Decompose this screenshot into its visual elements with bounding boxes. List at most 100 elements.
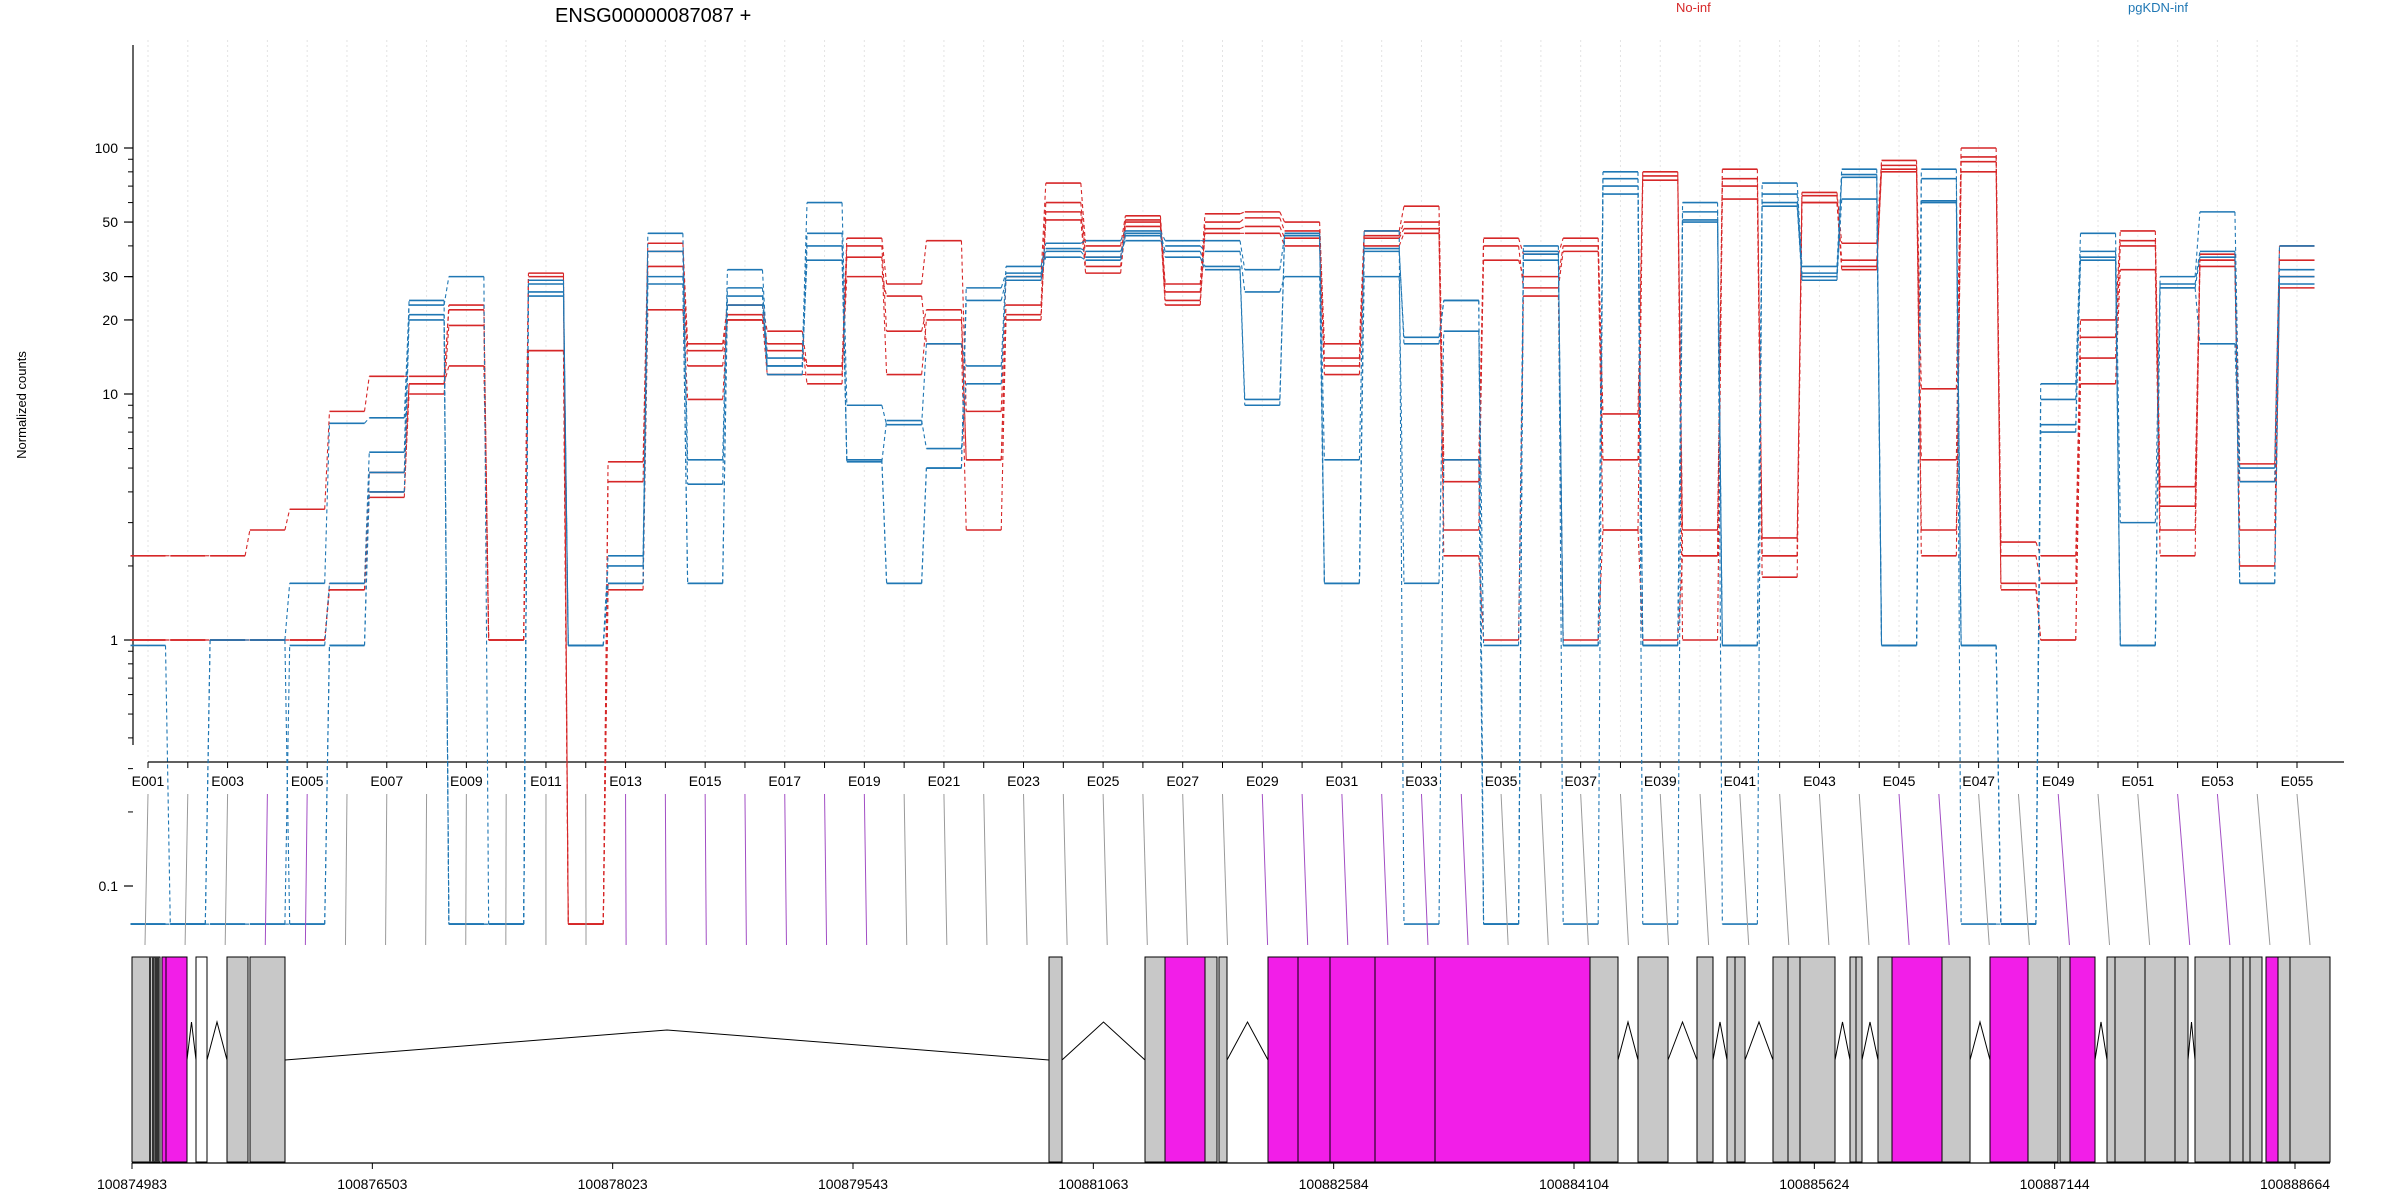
exon-box: [1434, 956, 1591, 1163]
series-connector: [562, 350, 569, 925]
exon-connector: [1619, 793, 1629, 946]
series-connector: [2075, 260, 2082, 433]
series-connector: [921, 319, 927, 375]
series-connector: [1557, 245, 1564, 277]
exon-box: [131, 956, 151, 1163]
series-connector: [1955, 161, 1962, 531]
series-connector: [761, 319, 768, 375]
series-connector: [1199, 233, 1206, 306]
series-connector: [1120, 240, 1126, 252]
intron-line: [1226, 1020, 1269, 1061]
exon-connector: [264, 793, 268, 946]
series-connector: [801, 260, 808, 366]
series-lines: [130, 147, 2315, 925]
series-connector: [1995, 161, 2002, 584]
series-connector: [324, 423, 331, 584]
series-connector: [1000, 266, 1007, 366]
series-connector: [881, 245, 888, 332]
series-connector: [1040, 243, 1047, 267]
x-tick-label: E019: [848, 773, 881, 789]
series-connector: [1000, 272, 1007, 289]
legend-entry-no-inf: No-inf: [1676, 0, 1711, 15]
exon-connector: [1381, 793, 1389, 946]
exon-box: [1204, 956, 1218, 1163]
series-connector: [2035, 541, 2042, 556]
series-connector: [284, 583, 291, 641]
exon-connector: [784, 793, 787, 946]
intron-line: [1667, 1020, 1698, 1061]
exon-connector: [625, 793, 627, 946]
series-connector: [363, 452, 370, 584]
y-tick-label: 10: [102, 386, 118, 402]
exon-box: [1849, 956, 1857, 1163]
genomic-tick-label: 100876503: [337, 1176, 407, 1192]
series-connector: [1557, 238, 1564, 255]
x-tick-label: E045: [1883, 773, 1916, 789]
series-connector: [1717, 199, 1723, 556]
exon-box: [1696, 956, 1714, 1163]
series-connector: [1398, 206, 1405, 232]
series-connector: [1080, 202, 1087, 258]
series-connector: [1677, 222, 1684, 646]
exon-connector: [1182, 793, 1188, 946]
exon-box: [249, 956, 286, 1163]
series-connector: [2114, 245, 2121, 359]
series-connector: [602, 583, 609, 646]
series-7: [130, 193, 2315, 925]
series-3: [130, 171, 2315, 925]
series-connector: [642, 251, 649, 566]
series-connector: [1040, 219, 1047, 315]
x-tick-label: E029: [1246, 773, 1279, 789]
series-connector: [1518, 238, 1524, 255]
exon-connector: [2057, 793, 2070, 946]
intron-line: [1861, 1021, 1879, 1061]
exon-connector: [943, 793, 948, 946]
series-connector: [1120, 230, 1126, 241]
series-connector: [562, 296, 569, 646]
series-connector: [1398, 221, 1405, 236]
series-connector: [1279, 211, 1286, 223]
genomic-tick-label: 100881063: [1058, 1176, 1128, 1192]
series-connector: [1358, 251, 1365, 584]
exon-connector: [1062, 793, 1068, 946]
genomic-tick-label: 100874983: [97, 1176, 167, 1192]
series-connector: [1000, 314, 1007, 531]
series-connector: [2234, 343, 2241, 482]
intron-line: [2187, 1021, 2196, 1061]
exon-connector: [144, 793, 149, 946]
exon-box: [1787, 956, 1801, 1163]
series-connector: [1836, 192, 1843, 244]
x-tick-label: E035: [1485, 773, 1518, 789]
series-connector: [1597, 194, 1604, 646]
series-connector: [403, 319, 410, 492]
series-connector: [960, 240, 967, 412]
series-connector: [761, 304, 768, 332]
exon-box: [1734, 956, 1746, 1163]
series-connector: [363, 376, 370, 412]
series-connector: [2035, 424, 2042, 925]
series-connector: [443, 325, 450, 395]
series-connector: [1796, 206, 1803, 281]
series-connector: [1438, 331, 1445, 584]
series-connector: [443, 319, 450, 925]
series-connector: [1995, 645, 2002, 925]
series-connector: [1199, 256, 1206, 270]
series-connector: [284, 639, 291, 925]
series-connector: [1199, 245, 1206, 252]
series-connector: [2154, 269, 2161, 556]
series-connector: [2035, 383, 2042, 925]
series-connector: [761, 304, 768, 367]
series-connector: [1717, 211, 1723, 646]
series-connector: [1159, 233, 1166, 252]
x-tick-label: E049: [2042, 773, 2075, 789]
exon-connector: [2097, 793, 2111, 946]
exon-box: [1877, 956, 1893, 1163]
series-connector: [1398, 276, 1405, 584]
series-connector: [1279, 233, 1286, 247]
intron-line: [1061, 1021, 1146, 1061]
exon-box: [2106, 956, 2116, 1163]
exon-box: [2277, 956, 2291, 1163]
series-connector: [2274, 269, 2281, 482]
series-connector: [2234, 257, 2241, 584]
